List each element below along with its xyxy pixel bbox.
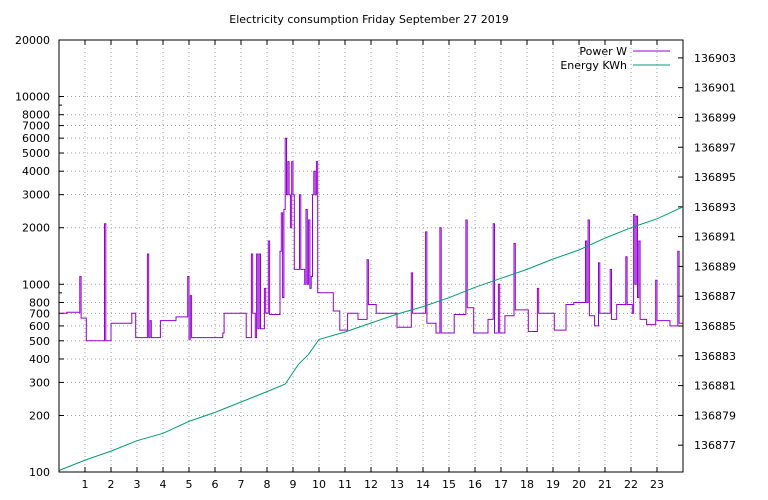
y-tick-label: 8000 xyxy=(22,109,50,122)
y2-tick-label: 136893 xyxy=(694,201,736,214)
x-tick-label: 16 xyxy=(468,478,482,491)
x-tick-label: 7 xyxy=(238,478,245,491)
y-tick-label: 7000 xyxy=(22,120,50,133)
y-tick-label: 300 xyxy=(29,376,50,389)
y2-tick-label: 136889 xyxy=(694,260,736,273)
power-series-line xyxy=(59,137,683,342)
y2-tick-label: 136885 xyxy=(694,320,736,333)
x-tick-label: 17 xyxy=(494,478,508,491)
legend-label-energy: Energy KWh xyxy=(560,59,627,72)
x-tick-label: 9 xyxy=(290,478,297,491)
axis-tick-labels: 1 2 3 4 5 6 7 8 9 10 11 12 13 14 15 16 17 18 19 20 21 22 23100… xyxy=(15,34,736,491)
y2-tick-label: 136895 xyxy=(694,171,736,184)
series-lines xyxy=(58,137,684,471)
y-tick-label: 600 xyxy=(29,320,50,333)
y-tick-label: 10000 xyxy=(15,91,50,104)
x-tick-label: 14 xyxy=(416,478,430,491)
x-tick-label: 15 xyxy=(442,478,456,491)
x-tick-label: 10 xyxy=(312,478,326,491)
x-tick-label: 1 xyxy=(82,478,89,491)
y-tick-label: 6000 xyxy=(22,132,50,145)
y-tick-label: 5000 xyxy=(22,147,50,160)
y-tick-label: 1000 xyxy=(22,278,50,291)
legend: Power W Energy KWh xyxy=(560,45,670,72)
y2-tick-label: 136891 xyxy=(694,231,736,244)
x-tick-label: 4 xyxy=(160,478,167,491)
y2-tick-label: 136887 xyxy=(694,290,736,303)
x-tick-label: 19 xyxy=(546,478,560,491)
x-tick-label: 6 xyxy=(212,478,219,491)
y-tick-label: 800 xyxy=(29,296,50,309)
x-tick-label: 8 xyxy=(264,478,271,491)
y2-tick-label: 136899 xyxy=(694,111,736,124)
y-tick-label: 2000 xyxy=(22,222,50,235)
x-tick-label: 23 xyxy=(650,478,664,491)
y2-tick-label: 136881 xyxy=(694,380,736,393)
y-tick-label: 400 xyxy=(29,353,50,366)
grid xyxy=(59,40,683,472)
y2-tick-label: 136883 xyxy=(694,350,736,363)
y-tick-label: 20000 xyxy=(15,34,50,47)
energy-series-line xyxy=(58,206,684,471)
x-tick-label: 3 xyxy=(134,478,141,491)
x-tick-label: 12 xyxy=(364,478,378,491)
y-tick-label: 3000 xyxy=(22,189,50,202)
x-tick-label: 21 xyxy=(598,478,612,491)
y2-tick-label: 136877 xyxy=(694,439,736,452)
plot-frame xyxy=(58,39,684,473)
x-tick-label: 11 xyxy=(338,478,352,491)
x-tick-label: 18 xyxy=(520,478,534,491)
y-tick-label: 100 xyxy=(29,466,50,479)
x-tick-label: 2 xyxy=(108,478,115,491)
x-tick-label: 22 xyxy=(624,478,638,491)
x-tick-label: 13 xyxy=(390,478,404,491)
chart-title: Electricity consumption Friday September… xyxy=(229,13,508,26)
x-tick-label: 20 xyxy=(572,478,586,491)
x-tick-label: 5 xyxy=(186,478,193,491)
y2-tick-label: 136901 xyxy=(694,82,736,95)
y-tick-label: 700 xyxy=(29,307,50,320)
y2-tick-label: 136879 xyxy=(694,409,736,422)
y-tick-label: 200 xyxy=(29,409,50,422)
y2-tick-label: 136903 xyxy=(694,52,736,65)
y2-tick-label: 136897 xyxy=(694,141,736,154)
y-tick-label: 500 xyxy=(29,335,50,348)
legend-label-power: Power W xyxy=(579,45,627,58)
y-tick-label: 4000 xyxy=(22,165,50,178)
